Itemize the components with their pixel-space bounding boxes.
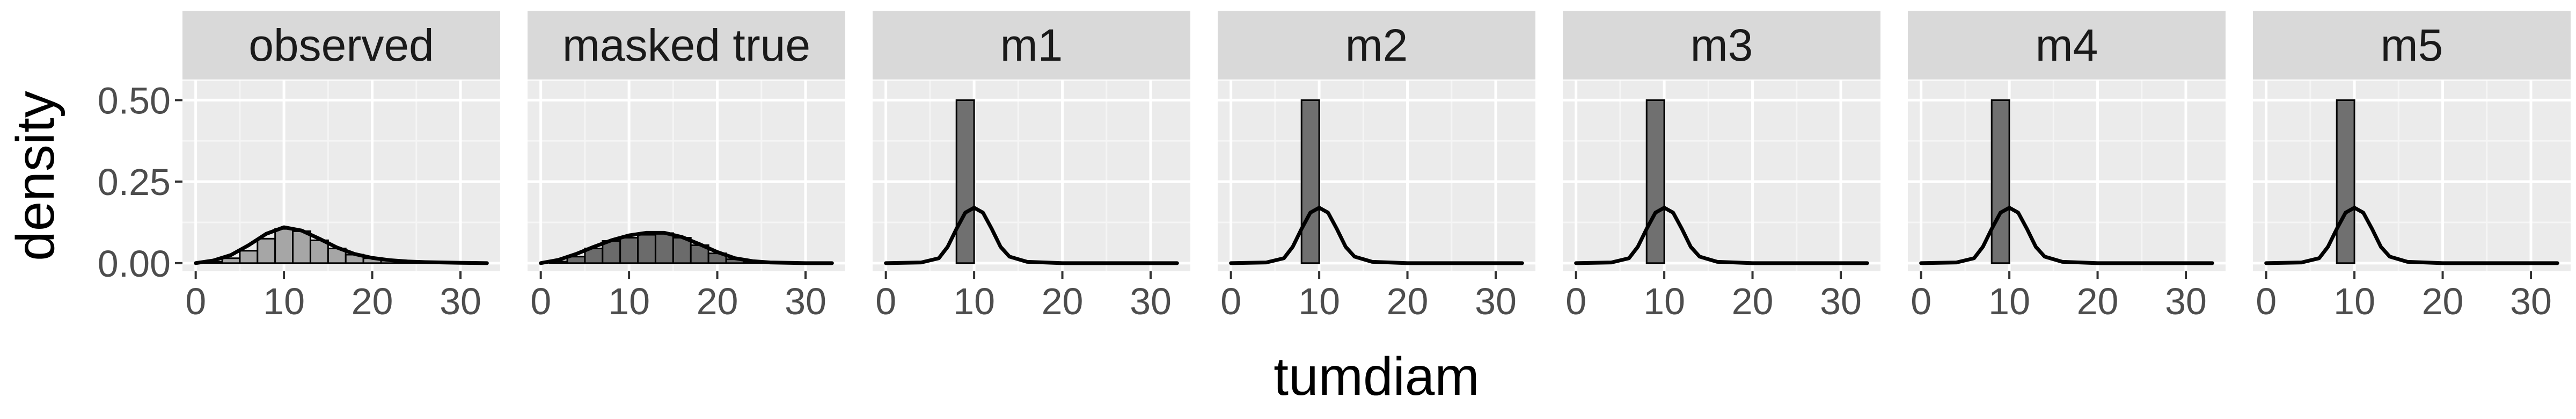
x-tick-label: 20: [2422, 280, 2464, 322]
x-tick-label: 10: [2333, 280, 2375, 322]
x-tick-label: 30: [1820, 280, 1862, 322]
panel-background: [1218, 81, 1535, 271]
density-line: [539, 230, 834, 265]
facet-panel: m1 0 10 20 30: [873, 11, 1190, 322]
facet-strip-label: m4: [2036, 20, 2098, 70]
facet-strip: [873, 11, 1190, 80]
facet-strip-label: m3: [1690, 20, 1753, 70]
x-tick-label: 30: [785, 280, 826, 322]
facet-panel: m3 0 10 20 30: [1563, 11, 1880, 322]
histogram-bar: [274, 228, 294, 264]
x-tick-label: 20: [1732, 280, 1774, 322]
facet-strip: [1218, 11, 1535, 80]
x-tick-label: 30: [1475, 280, 1517, 322]
histogram-bar: [1645, 99, 1665, 264]
density-line: [884, 206, 1179, 265]
x-tick-label: 10: [953, 280, 995, 322]
facet-panel: observed 0 10 20 30: [182, 11, 500, 322]
x-tick-label: 30: [440, 280, 481, 322]
facet-panel: masked true 0 10 20 30: [528, 11, 845, 322]
facet-strip: [2253, 11, 2571, 80]
x-tick-label: 30: [2165, 280, 2207, 322]
x-tick-label: 10: [1988, 280, 2030, 322]
facet-strip: [528, 11, 845, 80]
x-tick-label: 30: [2510, 280, 2552, 322]
x-tick-label: 20: [697, 280, 738, 322]
facet-strip-label: masked true: [562, 20, 810, 70]
density-line: [1919, 206, 2214, 265]
facet-strip-label: m5: [2381, 20, 2443, 70]
histogram-bar: [2336, 99, 2355, 264]
density-line: [2264, 206, 2559, 265]
histogram-bar: [292, 230, 311, 264]
facet-strip: [182, 11, 500, 80]
facet-strip-label: observed: [248, 20, 434, 70]
density-line: [194, 225, 489, 265]
facet-strip-label: m1: [1000, 20, 1063, 70]
density-line: [1229, 206, 1524, 265]
panel-background: [182, 81, 500, 271]
y-axis: 0.00 0.25 0.50: [98, 80, 182, 285]
facet-panel: m2 0 10 20 30: [1218, 11, 1535, 322]
histogram-bar: [1300, 99, 1320, 264]
x-tick-label: 0: [2256, 280, 2277, 322]
histogram-bar: [955, 99, 975, 264]
y-axis-title: density: [5, 91, 65, 261]
y-tick-label: 0.50: [98, 80, 171, 121]
x-tick-label: 0: [1911, 280, 1931, 322]
histogram-bar: [239, 250, 259, 264]
facet-panel: m4 0 10 20 30: [1908, 11, 2226, 322]
x-tick-label: 0: [185, 280, 206, 322]
facet-strip: [1563, 11, 1880, 80]
x-tick-label: 0: [1220, 280, 1241, 322]
histogram-bar: [619, 236, 639, 264]
x-tick-label: 10: [1643, 280, 1685, 322]
facet-panel: m5 0 10 20 30: [2253, 11, 2571, 322]
x-tick-label: 10: [608, 280, 650, 322]
x-tick-label: 30: [1130, 280, 1172, 322]
x-tick-label: 0: [530, 280, 551, 322]
x-tick-label: 20: [2077, 280, 2119, 322]
x-tick-label: 20: [352, 280, 393, 322]
facet-strip-label: m2: [1345, 20, 1408, 70]
y-tick-label: 0.25: [98, 161, 171, 203]
panel-background: [1563, 81, 1880, 271]
y-tick-label: 0.00: [98, 243, 171, 285]
x-axis-title: tumdiam: [1274, 346, 1479, 407]
x-tick-label: 20: [1042, 280, 1084, 322]
histogram-bar: [654, 232, 674, 264]
histogram-bar: [221, 257, 241, 264]
histogram-bar: [257, 237, 276, 264]
facet-panels: observed 0 10 20 30 masked true 0 10 20 30 m1 0 10 20…: [182, 11, 2571, 322]
histogram-bar: [637, 234, 656, 264]
panel-background: [1908, 81, 2226, 271]
facet-strip: [1908, 11, 2226, 80]
panel-background: [2253, 81, 2571, 271]
x-tick-label: 0: [1565, 280, 1586, 322]
x-tick-label: 10: [1298, 280, 1340, 322]
density-line: [1574, 206, 1869, 265]
histogram-bar: [1990, 99, 2010, 264]
x-tick-label: 0: [875, 280, 896, 322]
x-tick-label: 20: [1387, 280, 1429, 322]
panel-background: [873, 81, 1190, 271]
x-tick-label: 10: [263, 280, 305, 322]
